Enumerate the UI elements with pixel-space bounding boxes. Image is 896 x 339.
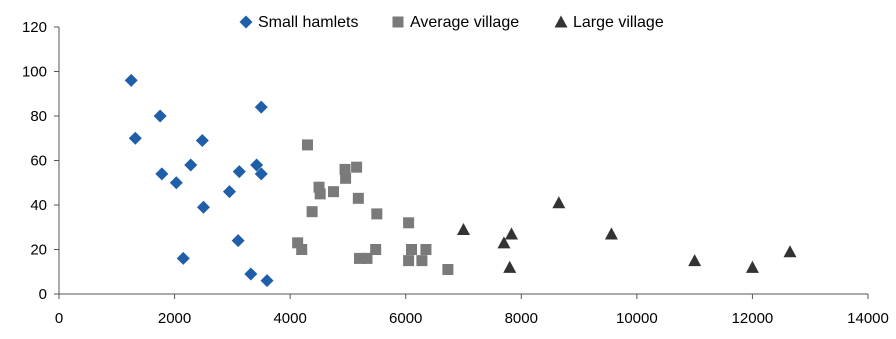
small-hamlets-point: [260, 274, 274, 288]
average-village-point: [416, 255, 428, 267]
chart-legend: Small hamlets Average village Large villag…: [239, 14, 664, 31]
average-village-point: [405, 244, 417, 255]
large-village-point: [783, 245, 797, 258]
large-village-point: [503, 260, 517, 273]
small-hamlets-point: [153, 109, 167, 123]
large-village-point: [688, 254, 702, 267]
average-village-legend-marker: [392, 16, 404, 28]
x-axis-ticks: 0 2000 4000 6000 8000 10000 12000 14000: [55, 294, 889, 327]
y-tick-label: 40: [30, 197, 47, 214]
average-village-point: [371, 208, 383, 220]
small-hamlets-point: [176, 251, 190, 265]
average-village-point: [313, 181, 325, 193]
y-tick-label: 80: [30, 108, 47, 125]
large-village-point: [457, 222, 470, 235]
large-village-point: [604, 227, 618, 240]
x-tick-label: 14000: [847, 310, 889, 327]
x-tick-label: 4000: [273, 310, 306, 327]
y-axis-ticks: 0 20 40 60 80 100 120: [22, 19, 59, 303]
small-hamlets-legend-marker: [239, 15, 253, 29]
average-village-point: [327, 186, 339, 198]
small-hamlets-point: [244, 267, 258, 281]
average-village-point: [340, 172, 352, 184]
small-hamlets-point: [231, 234, 245, 248]
average-village-point: [361, 252, 373, 264]
small-hamlets-point: [128, 131, 142, 145]
chart-points: [124, 73, 797, 288]
average-village-point: [370, 244, 382, 255]
small-hamlets-point: [195, 133, 209, 147]
average-village-point: [352, 192, 364, 204]
average-village-point: [314, 188, 326, 200]
small-hamlets-point: [169, 176, 183, 190]
average-village-point: [403, 217, 415, 229]
x-tick-label: 6000: [389, 310, 422, 327]
large-village-legend-marker: [554, 15, 568, 28]
small-hamlets-point: [222, 185, 236, 199]
x-tick-label: 10000: [616, 310, 658, 327]
small-hamlets-point: [196, 200, 210, 214]
large-village-point: [745, 260, 759, 273]
large-village-point: [552, 196, 566, 209]
average-village-point: [296, 244, 308, 255]
x-tick-label: 8000: [505, 310, 538, 327]
x-tick-label: 0: [55, 310, 63, 327]
average-village-legend-label: Average village: [410, 14, 519, 31]
small-hamlets-point: [254, 100, 268, 114]
large-village-legend-label: Large village: [573, 14, 664, 31]
small-hamlets-point: [254, 167, 268, 181]
y-tick-label: 100: [22, 64, 47, 81]
average-village-point: [339, 163, 351, 175]
small-hamlets-point: [250, 158, 264, 172]
average-village-point: [306, 206, 318, 218]
small-hamlets-point: [124, 73, 138, 87]
average-village-point: [292, 237, 304, 249]
small-hamlets-point: [155, 167, 169, 181]
y-tick-label: 60: [30, 153, 47, 170]
y-tick-label: 120: [22, 19, 47, 36]
average-village-point: [442, 264, 454, 276]
average-village-point: [351, 161, 363, 173]
average-village-point: [301, 139, 313, 151]
small-hamlets-point: [184, 158, 198, 172]
small-hamlets-point: [232, 165, 246, 179]
x-tick-label: 12000: [732, 310, 774, 327]
y-tick-label: 0: [39, 286, 47, 303]
chart-axes: [58, 27, 868, 295]
average-village-point: [420, 244, 432, 255]
average-village-point: [353, 252, 365, 264]
average-village-point: [403, 255, 415, 267]
large-village-point: [504, 227, 518, 240]
x-tick-label: 2000: [158, 310, 191, 327]
small-hamlets-legend-label: Small hamlets: [258, 14, 358, 31]
y-tick-label: 20: [30, 242, 47, 259]
large-village-point: [497, 236, 511, 249]
